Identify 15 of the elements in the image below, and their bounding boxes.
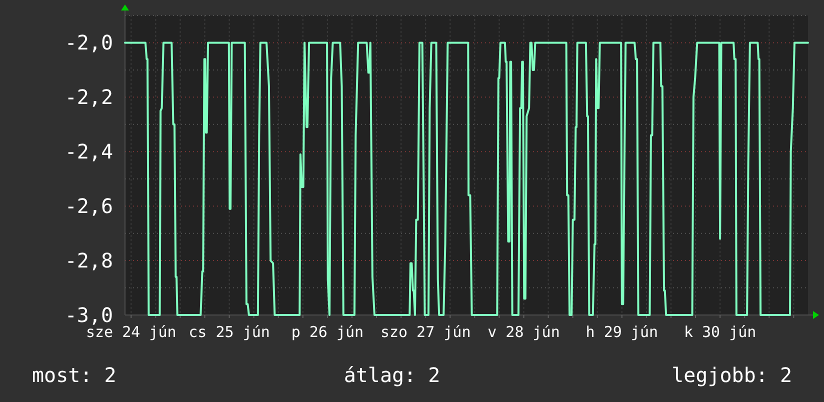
x-tick-label: p 26 jún: [291, 323, 364, 341]
x-tick-label: k 30 jún: [684, 323, 756, 341]
y-tick-label: -3,0: [64, 303, 113, 327]
x-tick-label: h 29 jún: [586, 323, 658, 341]
y-tick-label: -2,6: [64, 194, 113, 218]
text: átlag: 2: [344, 363, 440, 387]
text: most: 2: [32, 363, 116, 387]
y-tick-label: -2,2: [64, 85, 113, 110]
x-tick-label: v 28 jún: [488, 323, 560, 341]
y-tick-label: -2,8: [64, 248, 113, 273]
x-tick-label: cs 25 jún: [188, 323, 270, 341]
y-tick-label: -2,0: [64, 30, 113, 55]
text: legjobb: 2: [672, 363, 792, 387]
y-tick-label: -2,4: [64, 140, 113, 164]
x-tick-label: szo 27 jún: [380, 323, 471, 341]
